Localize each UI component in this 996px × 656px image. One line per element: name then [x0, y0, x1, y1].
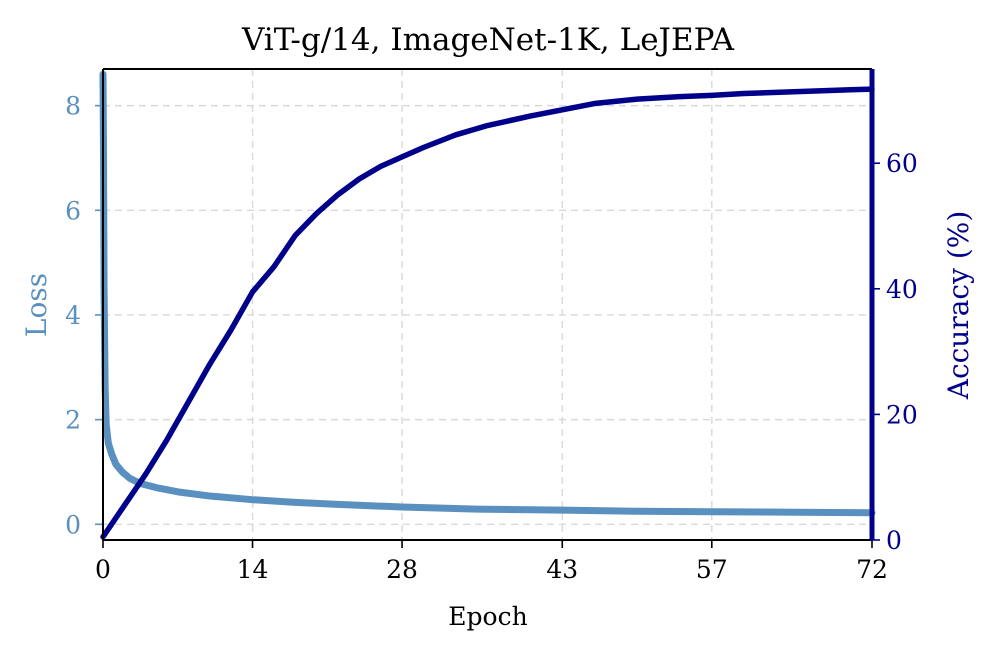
y-left-tick-label: 6: [65, 196, 81, 225]
grid: [102, 69, 873, 540]
accuracy-series-line: [100, 86, 875, 540]
y-axis-left-ticks: 0 2 4 6 8: [65, 92, 103, 539]
x-tick-label: 43: [546, 555, 578, 584]
y-right-tick-label: 40: [886, 275, 918, 304]
plot-frame: [102, 68, 875, 541]
y-axis-left-label: Loss: [20, 273, 53, 337]
y-axis-right-ticks: 0 20 40 60: [872, 149, 918, 555]
y-left-tick-label: 4: [65, 301, 81, 330]
y-left-tick-label: 0: [65, 510, 81, 539]
x-tick-label: 72: [856, 555, 888, 584]
y-axis-right-label: Accuracy (%): [942, 211, 975, 401]
x-tick-label: 14: [237, 555, 269, 584]
chart-title: ViT-g/14, ImageNet-1K, LeJEPA: [241, 22, 735, 58]
loss-series-line: [99, 70, 876, 517]
y-right-tick-label: 20: [886, 400, 918, 429]
y-left-tick-label: 8: [65, 92, 81, 121]
y-right-tick-label: 60: [886, 149, 918, 178]
x-tick-label: 28: [386, 555, 418, 584]
y-left-tick-label: 2: [65, 406, 81, 435]
x-axis-ticks: 0 14 28 43 57 72: [95, 540, 888, 584]
x-tick-label: 57: [696, 555, 728, 584]
y-right-tick-label: 0: [886, 526, 902, 555]
x-tick-label: 0: [95, 555, 111, 584]
series-layer: [99, 70, 876, 540]
x-axis-label: Epoch: [448, 602, 527, 631]
